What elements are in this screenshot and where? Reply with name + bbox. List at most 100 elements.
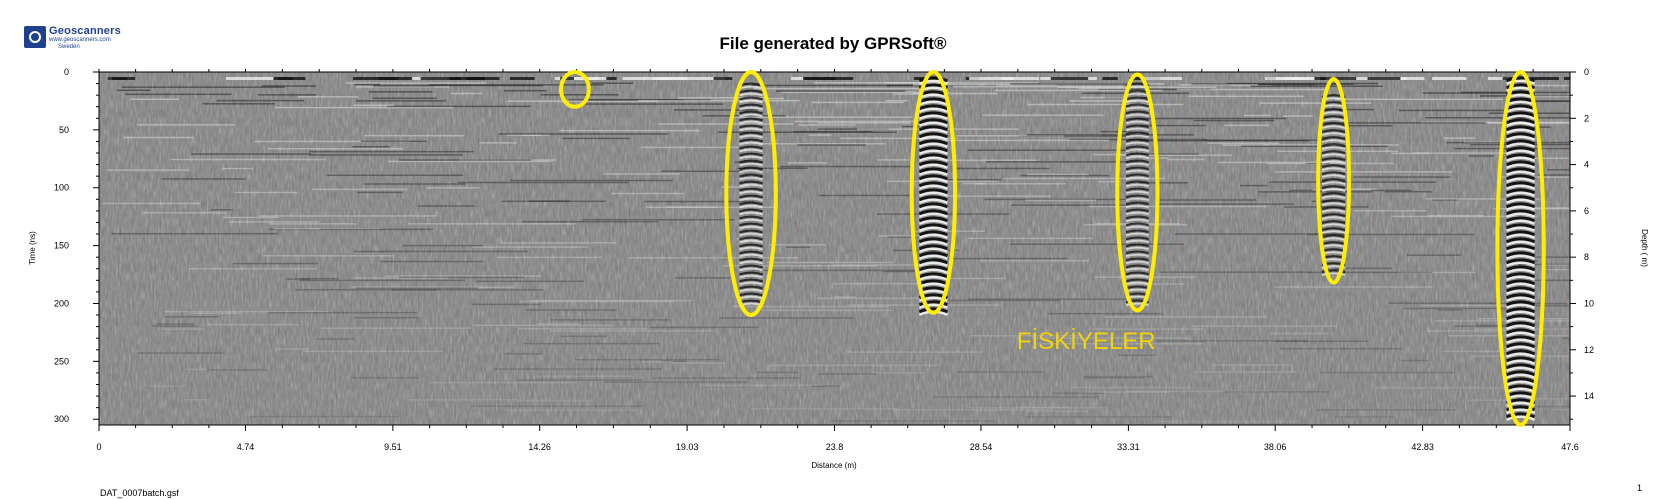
reflection-band (356, 191, 403, 194)
reflection-band (1191, 325, 1338, 327)
reflection-band (101, 202, 201, 205)
reflection-band (678, 97, 766, 99)
reflection-band (1019, 406, 1069, 409)
hyperbola-dark-arc (1505, 83, 1536, 90)
hyperbola-light-arc (1321, 132, 1346, 136)
hyperbola-dark-arc (918, 307, 948, 314)
hyperbola-light-arc (739, 211, 763, 216)
reflection-band (846, 351, 983, 353)
reflection-band (1307, 233, 1475, 236)
hyperbola-light-arc (739, 85, 763, 90)
annotation-ellipse (1495, 70, 1546, 427)
hyperbola-dark-arc (739, 138, 763, 143)
reflection-band (603, 173, 681, 175)
reflection-band (1343, 124, 1393, 127)
hyperbola-dark-arc (739, 285, 763, 290)
reflection-band (1403, 307, 1511, 310)
hyperbola-dark-arc (1321, 178, 1346, 182)
reflection-band (1084, 377, 1145, 379)
y2-tick-label: 6 (1584, 206, 1589, 216)
reflection-band (450, 92, 483, 95)
reflection-band (1270, 332, 1328, 335)
reflection-band (222, 167, 254, 170)
reflection-band (1052, 392, 1105, 394)
hyperbola-light-arc (918, 163, 948, 169)
reflection-band (1018, 135, 1127, 137)
hyperbola-light-arc (739, 204, 763, 209)
hyperbola-light-arc (1125, 218, 1149, 223)
hyperbola-dark-arc (918, 97, 948, 104)
reflection-band (267, 147, 404, 150)
x-tick-label: 4.74 (237, 442, 255, 452)
hyperbola-light-arc (739, 246, 763, 251)
reflection-band (752, 269, 927, 272)
reflection-band (891, 409, 1054, 411)
reflection-band (1524, 398, 1570, 400)
hyperbola-dark-arc (1505, 76, 1536, 83)
hyperbola-dark-arc (1125, 278, 1149, 283)
surface-reflection (622, 77, 672, 80)
hyperbola-light-arc (1125, 127, 1149, 132)
hyperbola-dark-arc (1505, 181, 1536, 188)
reflection-band (1510, 100, 1570, 102)
reflection-band (202, 103, 275, 105)
reflection-band (123, 136, 194, 139)
hyperbola-dark-arc (918, 230, 948, 237)
reflection-band (1104, 316, 1267, 318)
hyperbola-dark-arc (1505, 244, 1536, 251)
reflection-band (1037, 342, 1204, 345)
hyperbola-dark-arc (1125, 215, 1149, 220)
reflection-band (719, 317, 854, 319)
reflection-band (1513, 95, 1570, 98)
reflection-band (407, 223, 576, 225)
reflection-band (817, 128, 890, 130)
hyperbola-dark-arc (918, 167, 948, 174)
hyperbola-light-arc (918, 142, 948, 148)
reflection-band (516, 379, 644, 381)
reflection-band (834, 296, 856, 298)
hyperbola-dark-arc (918, 160, 948, 167)
hyperbola-dark-arc (1505, 209, 1536, 216)
hyperbola-dark-arc (739, 173, 763, 178)
reflection-band (734, 161, 761, 164)
hyperbola-light-arc (1125, 204, 1149, 209)
file-name: DAT_0007batch.gsf (100, 488, 179, 498)
reflection-band (319, 327, 472, 329)
reflection-band (1097, 180, 1121, 183)
hyperbola-dark-arc (1321, 122, 1346, 126)
reflection-band (130, 98, 180, 100)
hyperbola-light-arc (918, 233, 948, 239)
hyperbola-dark-arc (1505, 363, 1536, 370)
hyperbola-light-arc (1506, 366, 1536, 372)
reflection-band (1275, 340, 1369, 343)
hyperbola-light-arc (1125, 246, 1149, 251)
hyperbola-light-arc (1506, 359, 1536, 365)
hyperbola-light-arc (739, 253, 763, 258)
hyperbola-light-arc (918, 121, 948, 127)
reflection-band (558, 129, 701, 132)
hyperbola-dark-arc (918, 195, 948, 202)
hyperbola-dark-arc (918, 237, 948, 244)
hyperbola-dark-arc (1321, 199, 1346, 203)
hyperbola-dark-arc (1505, 377, 1536, 384)
reflection-band (326, 174, 464, 177)
reflection-band (1472, 355, 1570, 357)
reflection-band (1537, 174, 1570, 176)
hyperbola-light-arc (918, 254, 948, 260)
hyperbola-light-arc (918, 135, 948, 141)
reflection-band (1159, 199, 1256, 201)
reflection-band (1546, 169, 1570, 171)
reflection-band (363, 183, 466, 185)
hyperbola-dark-arc (1505, 384, 1536, 391)
hyperbola-dark-arc (1125, 103, 1149, 108)
reflection-band (1093, 328, 1204, 330)
reflection-band (752, 87, 921, 90)
y-axis-depth: 0 2 4 6 8 10 12 14 (1570, 67, 1594, 420)
reflection-band (1317, 409, 1457, 411)
reflection-band (259, 215, 437, 217)
reflection-band (1425, 198, 1540, 200)
hyperbola-light-arc (1506, 331, 1536, 337)
reflection-band (1406, 254, 1462, 256)
hyperbola-light-arc (1321, 216, 1346, 220)
hyperbola-light-arc (1125, 134, 1149, 139)
